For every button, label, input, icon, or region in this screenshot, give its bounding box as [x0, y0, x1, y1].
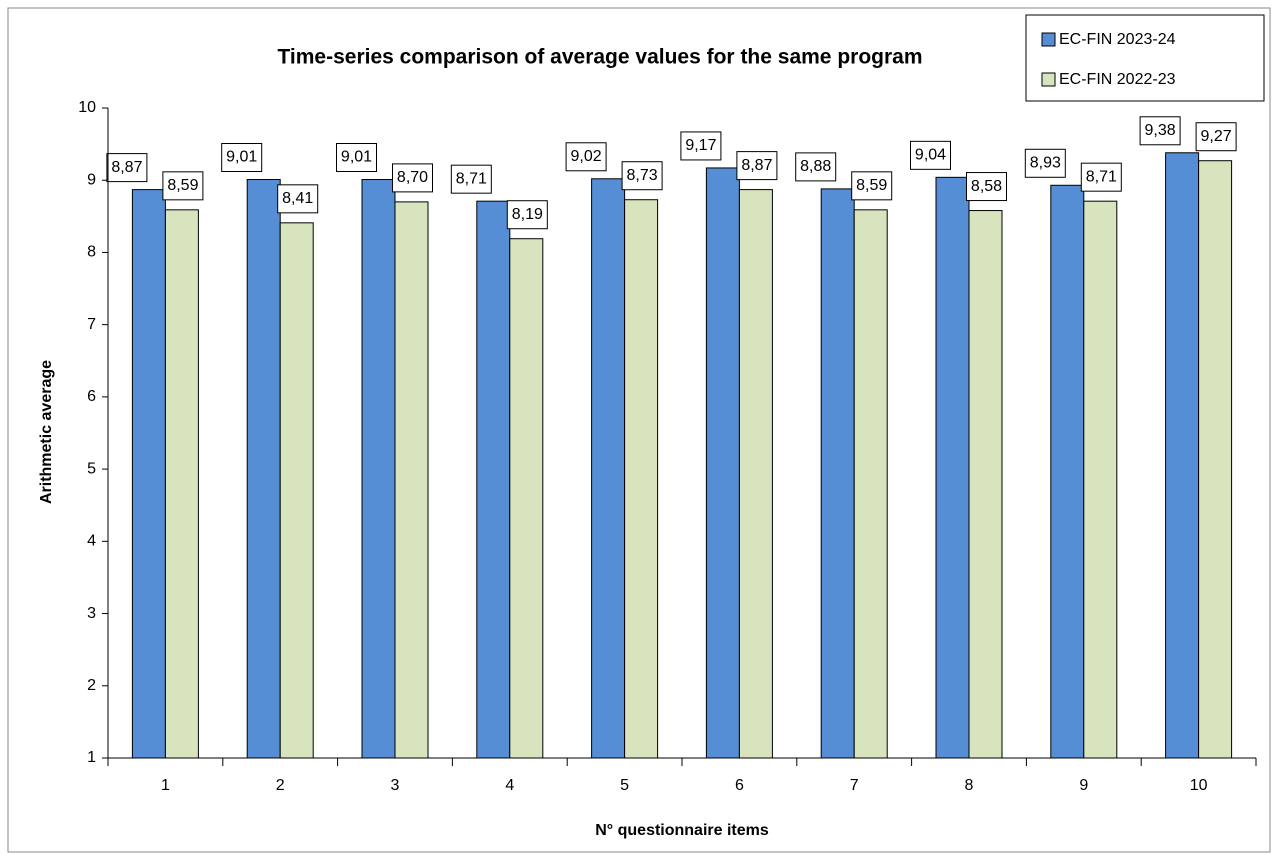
data-label: 8,88	[800, 158, 831, 175]
y-tick-label: 6	[87, 388, 96, 405]
label-box	[966, 172, 1007, 202]
bar	[164, 209, 199, 759]
bar	[1165, 152, 1200, 759]
bar	[509, 238, 544, 759]
data-label: 8,87	[741, 157, 772, 174]
x-tick-label: 7	[850, 777, 859, 794]
x-axis-title: N° questionnaire items	[595, 822, 769, 839]
y-tick-label: 10	[78, 99, 96, 116]
y-tick-label: 3	[87, 605, 96, 622]
x-tick-label: 5	[620, 777, 629, 794]
label-box	[506, 200, 548, 230]
data-label: 8,71	[1086, 168, 1117, 185]
data-label: 9,04	[915, 147, 946, 164]
bar	[935, 176, 970, 759]
y-tick-label: 5	[87, 460, 96, 477]
y-axis-title: Arithmetic average	[38, 360, 55, 504]
y-tick-label: 2	[87, 677, 96, 694]
x-tick-label: 9	[1079, 777, 1088, 794]
y-tick-label: 4	[87, 533, 96, 550]
label-box	[621, 161, 663, 191]
label-box	[680, 131, 722, 161]
data-label: 9,17	[685, 137, 716, 154]
label-box	[1195, 122, 1237, 152]
data-label: 8,41	[282, 190, 313, 207]
label-box	[162, 171, 204, 201]
label-box	[106, 153, 148, 183]
data-label: 9,27	[1201, 128, 1232, 145]
label-box	[1139, 116, 1181, 146]
label-box	[565, 142, 607, 172]
label-box	[1080, 162, 1122, 192]
label-box	[221, 143, 263, 172]
data-label: 8,59	[167, 177, 198, 194]
x-tick-label: 3	[391, 777, 400, 794]
bar	[1198, 160, 1233, 759]
bar	[738, 189, 773, 759]
x-tick-label: 4	[505, 777, 514, 794]
y-tick-label: 7	[87, 316, 96, 333]
data-label: 8,70	[397, 169, 428, 186]
data-label: 9,02	[571, 148, 602, 165]
data-label: 8,71	[456, 170, 487, 187]
label-box	[851, 171, 893, 201]
label-box	[336, 143, 377, 172]
data-label: 8,59	[856, 177, 887, 194]
x-tick-label: 2	[276, 777, 285, 794]
x-tick-label: 8	[965, 777, 974, 794]
bar	[1083, 200, 1118, 759]
bar	[394, 201, 429, 759]
data-label: 8,73	[627, 167, 658, 184]
chart-title: Time-series comparison of average values…	[277, 46, 922, 69]
data-label: 9,38	[1145, 122, 1176, 139]
label-box	[450, 164, 492, 194]
data-label: 8,87	[111, 159, 142, 176]
legend-swatch	[1041, 72, 1056, 87]
bar	[246, 179, 281, 759]
bar	[705, 167, 740, 759]
data-label: 8,93	[1030, 154, 1061, 171]
bar	[853, 209, 888, 759]
data-label: 8,19	[512, 206, 543, 223]
legend-swatch	[1041, 32, 1056, 47]
bar	[968, 210, 1003, 759]
label-box	[795, 152, 837, 182]
legend-label: EC-FIN 2022-23	[1059, 71, 1176, 88]
label-box	[277, 184, 319, 214]
label-box	[392, 163, 433, 193]
y-tick-label: 8	[87, 244, 96, 261]
y-tick-label: 1	[87, 749, 96, 766]
y-tick-label: 9	[87, 171, 96, 188]
data-label: 9,01	[341, 149, 372, 166]
data-label: 8,58	[971, 178, 1002, 195]
bar	[1050, 184, 1085, 759]
bar	[820, 188, 855, 759]
x-tick-label: 1	[161, 777, 170, 794]
label-box	[736, 151, 778, 181]
legend-label: EC-FIN 2023-24	[1059, 31, 1176, 48]
bar	[476, 200, 511, 759]
bar	[131, 189, 166, 759]
label-box	[910, 140, 951, 170]
legend-frame	[1025, 14, 1265, 102]
x-tick-label: 6	[735, 777, 744, 794]
bar	[279, 222, 314, 759]
label-box	[1024, 148, 1066, 178]
bar	[591, 178, 626, 759]
bar	[624, 199, 659, 759]
x-tick-label: 10	[1190, 777, 1208, 794]
bar	[361, 179, 396, 759]
data-label: 9,01	[226, 149, 257, 166]
